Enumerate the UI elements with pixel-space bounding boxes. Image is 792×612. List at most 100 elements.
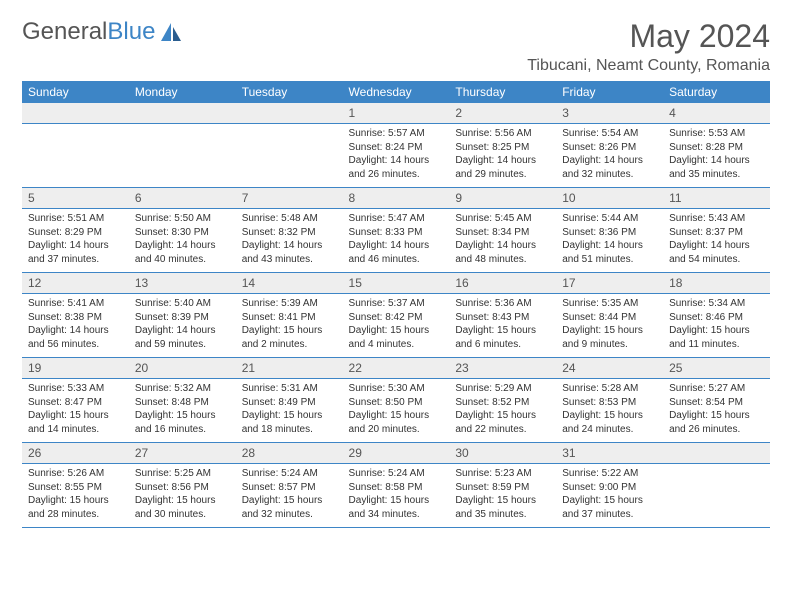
day-details: Sunrise: 5:35 AMSunset: 8:44 PMDaylight:… bbox=[556, 294, 663, 357]
day-cell-number bbox=[236, 103, 343, 124]
daynum-row: 19202122232425 bbox=[22, 358, 770, 379]
day-cell-number: 19 bbox=[22, 358, 129, 379]
day-details: Sunrise: 5:30 AMSunset: 8:50 PMDaylight:… bbox=[343, 379, 450, 442]
weekday-header: Tuesday bbox=[236, 81, 343, 103]
day-details: Sunrise: 5:36 AMSunset: 8:43 PMDaylight:… bbox=[449, 294, 556, 357]
day-cell-details: Sunrise: 5:29 AMSunset: 8:52 PMDaylight:… bbox=[449, 379, 556, 443]
day-cell-number: 29 bbox=[343, 443, 450, 464]
day-number: 24 bbox=[556, 358, 663, 378]
day-cell-number: 22 bbox=[343, 358, 450, 379]
logo-sail-icon bbox=[159, 21, 183, 43]
day-number: 28 bbox=[236, 443, 343, 463]
calendar-table: SundayMondayTuesdayWednesdayThursdayFrid… bbox=[22, 81, 770, 528]
day-number: 26 bbox=[22, 443, 129, 463]
weekday-header: Saturday bbox=[663, 81, 770, 103]
logo-text: GeneralBlue bbox=[22, 18, 155, 46]
day-cell-number: 16 bbox=[449, 273, 556, 294]
day-cell-details: Sunrise: 5:24 AMSunset: 8:57 PMDaylight:… bbox=[236, 464, 343, 528]
day-number: 22 bbox=[343, 358, 450, 378]
day-cell-details: Sunrise: 5:51 AMSunset: 8:29 PMDaylight:… bbox=[22, 209, 129, 273]
day-details: Sunrise: 5:45 AMSunset: 8:34 PMDaylight:… bbox=[449, 209, 556, 272]
day-cell-details: Sunrise: 5:25 AMSunset: 8:56 PMDaylight:… bbox=[129, 464, 236, 528]
day-number: 2 bbox=[449, 103, 556, 123]
day-number: 9 bbox=[449, 188, 556, 208]
day-cell-details bbox=[236, 124, 343, 188]
day-number: 21 bbox=[236, 358, 343, 378]
day-cell-details: Sunrise: 5:32 AMSunset: 8:48 PMDaylight:… bbox=[129, 379, 236, 443]
day-details: Sunrise: 5:32 AMSunset: 8:48 PMDaylight:… bbox=[129, 379, 236, 442]
day-cell-details: Sunrise: 5:28 AMSunset: 8:53 PMDaylight:… bbox=[556, 379, 663, 443]
details-row: Sunrise: 5:33 AMSunset: 8:47 PMDaylight:… bbox=[22, 379, 770, 443]
day-cell-details: Sunrise: 5:33 AMSunset: 8:47 PMDaylight:… bbox=[22, 379, 129, 443]
day-cell-number: 21 bbox=[236, 358, 343, 379]
day-number: 4 bbox=[663, 103, 770, 123]
day-details: Sunrise: 5:47 AMSunset: 8:33 PMDaylight:… bbox=[343, 209, 450, 272]
day-cell-number: 30 bbox=[449, 443, 556, 464]
day-number: 11 bbox=[663, 188, 770, 208]
title-block: May 2024 Tibucani, Neamt County, Romania bbox=[527, 18, 770, 75]
day-number: 13 bbox=[129, 273, 236, 293]
day-cell-details: Sunrise: 5:47 AMSunset: 8:33 PMDaylight:… bbox=[343, 209, 450, 273]
day-cell-details: Sunrise: 5:53 AMSunset: 8:28 PMDaylight:… bbox=[663, 124, 770, 188]
day-cell-number: 14 bbox=[236, 273, 343, 294]
day-cell-details: Sunrise: 5:35 AMSunset: 8:44 PMDaylight:… bbox=[556, 294, 663, 358]
day-details: Sunrise: 5:24 AMSunset: 8:58 PMDaylight:… bbox=[343, 464, 450, 527]
day-cell-details: Sunrise: 5:22 AMSunset: 9:00 PMDaylight:… bbox=[556, 464, 663, 528]
day-details: Sunrise: 5:41 AMSunset: 8:38 PMDaylight:… bbox=[22, 294, 129, 357]
day-cell-number: 26 bbox=[22, 443, 129, 464]
day-details: Sunrise: 5:39 AMSunset: 8:41 PMDaylight:… bbox=[236, 294, 343, 357]
day-cell-details: Sunrise: 5:31 AMSunset: 8:49 PMDaylight:… bbox=[236, 379, 343, 443]
day-details: Sunrise: 5:54 AMSunset: 8:26 PMDaylight:… bbox=[556, 124, 663, 187]
month-title: May 2024 bbox=[527, 18, 770, 55]
weekday-header: Friday bbox=[556, 81, 663, 103]
day-details: Sunrise: 5:40 AMSunset: 8:39 PMDaylight:… bbox=[129, 294, 236, 357]
day-cell-details: Sunrise: 5:40 AMSunset: 8:39 PMDaylight:… bbox=[129, 294, 236, 358]
day-cell-number: 20 bbox=[129, 358, 236, 379]
header: GeneralBlue May 2024 Tibucani, Neamt Cou… bbox=[22, 18, 770, 75]
day-cell-number: 24 bbox=[556, 358, 663, 379]
day-number: 23 bbox=[449, 358, 556, 378]
day-cell-number: 4 bbox=[663, 103, 770, 124]
day-number: 7 bbox=[236, 188, 343, 208]
weekday-header: Wednesday bbox=[343, 81, 450, 103]
day-details: Sunrise: 5:50 AMSunset: 8:30 PMDaylight:… bbox=[129, 209, 236, 272]
day-cell-number: 7 bbox=[236, 188, 343, 209]
day-cell-number: 25 bbox=[663, 358, 770, 379]
day-number: 3 bbox=[556, 103, 663, 123]
weekday-header: Monday bbox=[129, 81, 236, 103]
day-cell-details bbox=[22, 124, 129, 188]
weekday-header: Sunday bbox=[22, 81, 129, 103]
day-details: Sunrise: 5:37 AMSunset: 8:42 PMDaylight:… bbox=[343, 294, 450, 357]
day-cell-details: Sunrise: 5:24 AMSunset: 8:58 PMDaylight:… bbox=[343, 464, 450, 528]
day-cell-details: Sunrise: 5:36 AMSunset: 8:43 PMDaylight:… bbox=[449, 294, 556, 358]
day-number: 29 bbox=[343, 443, 450, 463]
day-details: Sunrise: 5:34 AMSunset: 8:46 PMDaylight:… bbox=[663, 294, 770, 357]
day-cell-number: 3 bbox=[556, 103, 663, 124]
day-details: Sunrise: 5:23 AMSunset: 8:59 PMDaylight:… bbox=[449, 464, 556, 527]
day-number: 20 bbox=[129, 358, 236, 378]
day-number: 16 bbox=[449, 273, 556, 293]
day-cell-details: Sunrise: 5:54 AMSunset: 8:26 PMDaylight:… bbox=[556, 124, 663, 188]
details-row: Sunrise: 5:57 AMSunset: 8:24 PMDaylight:… bbox=[22, 124, 770, 188]
day-cell-number: 2 bbox=[449, 103, 556, 124]
day-cell-number: 5 bbox=[22, 188, 129, 209]
details-row: Sunrise: 5:51 AMSunset: 8:29 PMDaylight:… bbox=[22, 209, 770, 273]
weekday-header-row: SundayMondayTuesdayWednesdayThursdayFrid… bbox=[22, 81, 770, 103]
day-details: Sunrise: 5:22 AMSunset: 9:00 PMDaylight:… bbox=[556, 464, 663, 527]
daynum-row: 1234 bbox=[22, 103, 770, 124]
day-number: 10 bbox=[556, 188, 663, 208]
weekday-header: Thursday bbox=[449, 81, 556, 103]
day-cell-number: 18 bbox=[663, 273, 770, 294]
day-details: Sunrise: 5:56 AMSunset: 8:25 PMDaylight:… bbox=[449, 124, 556, 187]
day-cell-number: 27 bbox=[129, 443, 236, 464]
day-details: Sunrise: 5:28 AMSunset: 8:53 PMDaylight:… bbox=[556, 379, 663, 442]
details-row: Sunrise: 5:26 AMSunset: 8:55 PMDaylight:… bbox=[22, 464, 770, 528]
day-cell-number: 13 bbox=[129, 273, 236, 294]
day-details: Sunrise: 5:43 AMSunset: 8:37 PMDaylight:… bbox=[663, 209, 770, 272]
day-cell-number: 8 bbox=[343, 188, 450, 209]
day-cell-details: Sunrise: 5:50 AMSunset: 8:30 PMDaylight:… bbox=[129, 209, 236, 273]
day-cell-number: 12 bbox=[22, 273, 129, 294]
day-number: 8 bbox=[343, 188, 450, 208]
daynum-row: 262728293031 bbox=[22, 443, 770, 464]
day-number: 6 bbox=[129, 188, 236, 208]
